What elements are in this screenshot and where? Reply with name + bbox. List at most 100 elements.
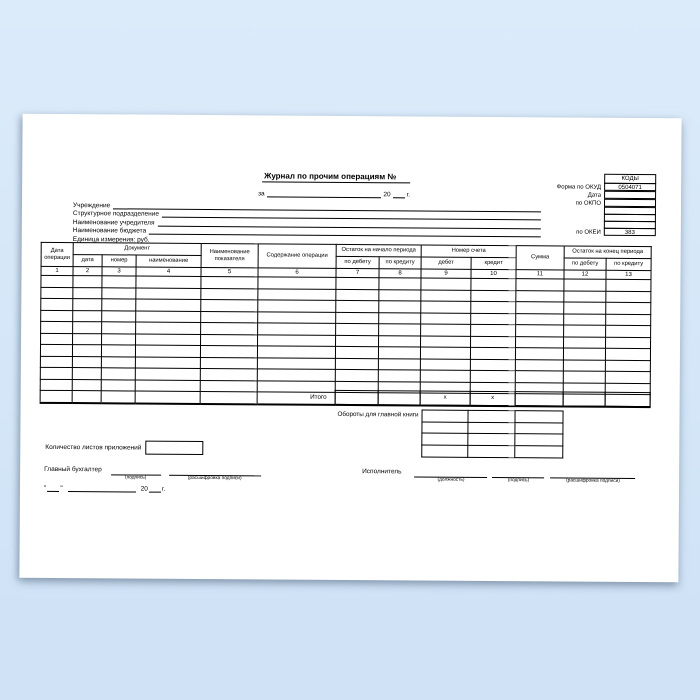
period-year: 20 (383, 191, 391, 199)
operations-table-grid: Дата операции Документ Наименование показа… (39, 241, 652, 408)
table-column-number-cell: 8 (378, 268, 422, 278)
table-body-cell (257, 357, 336, 370)
table-body-cell (563, 370, 606, 383)
table-body-cell (470, 278, 517, 291)
table-body-cell (335, 334, 379, 347)
totals-cell: x (470, 391, 516, 406)
table-body-cell (420, 346, 471, 359)
table-body-cell (72, 321, 102, 334)
table-body-cell (605, 336, 651, 349)
table-body-cell (72, 367, 102, 380)
table-body-cell (200, 287, 258, 300)
table-column-number-cell: 9 (421, 268, 472, 279)
chief-name-caption: (расшифровка подписи) (187, 475, 242, 482)
table-body-cell (40, 286, 73, 299)
table-body-cell (101, 344, 136, 357)
date-day-blank (47, 483, 60, 492)
codes-row: по ОКЕИ 383 (527, 227, 656, 237)
table-body-cell (563, 313, 606, 326)
table-body-cell (40, 309, 73, 322)
table-body-cell (515, 359, 564, 371)
table-group-header-cell: Документ (73, 242, 202, 256)
table-body-cell (101, 333, 136, 345)
period-blank-line (266, 189, 382, 199)
table-body-cell (257, 276, 336, 289)
table-body-cell (470, 301, 516, 314)
chief-signature-caption: (подпись) (124, 475, 147, 481)
table-body-cell (335, 369, 379, 382)
table-body-cell (378, 300, 421, 313)
date-suffix: г. (161, 485, 166, 493)
form-title: Журнал по прочим операциям № (226, 171, 446, 184)
table-body-cell (101, 367, 136, 380)
table-subheader-cell: номер (102, 254, 137, 268)
turnover-cell (514, 434, 563, 447)
table-body-cell (515, 278, 565, 291)
table-body-cell (515, 370, 564, 383)
turnover-row (421, 433, 563, 447)
chief-name-field: (расшифровка подписи) (168, 466, 261, 483)
date-line: " " 20 г. (44, 483, 166, 493)
table-subheader-cell: по дебету (336, 256, 380, 269)
period-line: за 20 г. (258, 189, 410, 198)
turnover-cell (421, 421, 468, 434)
table-body-cell (335, 288, 379, 301)
table-body-cell (72, 344, 102, 357)
table-body-cell (420, 300, 471, 313)
turnover-cell (467, 445, 515, 458)
codes-header-spacer (527, 173, 604, 184)
table-group-header-cell: Наименование показателя (201, 243, 259, 268)
table-body-cell (563, 324, 606, 337)
table-column-number-cell: 12 (564, 269, 607, 280)
table-subheader-cell: по дебету (564, 257, 607, 271)
table-subheader-cell: дебет (421, 256, 472, 270)
table-body-cell (101, 287, 136, 300)
table-body-cell (135, 356, 201, 369)
executor-position-field: (должность) (414, 468, 488, 484)
table-column-number-cell: 7 (335, 268, 380, 278)
table-body-cell (257, 334, 336, 347)
executor-signature-line (492, 468, 545, 479)
executor-name-field: (расшифровка подписи) (550, 469, 636, 485)
table-subheader-cell: по кредиту (379, 256, 422, 269)
table-body-cell (605, 325, 651, 338)
codes-value-cell: 383 (603, 227, 656, 237)
table-group-header-cell: Сумма (516, 245, 565, 270)
turnover-cell (514, 422, 563, 435)
table-body-cell (563, 359, 606, 372)
turnover-cell (514, 445, 563, 458)
turnover-cell (467, 422, 515, 435)
totals-cell (563, 391, 606, 406)
table-body-cell (378, 277, 422, 290)
totals-cell (605, 392, 651, 407)
table-body-cell (378, 358, 421, 370)
turnover-row (421, 445, 563, 458)
table-body-cell (563, 290, 606, 303)
table-body-cell (378, 369, 421, 382)
table-body-cell (40, 298, 73, 311)
form-title-text: Журнал по прочим операциям № (262, 171, 411, 184)
turnover-label: Обороты для главной книги (337, 410, 419, 419)
info-line-label: Структурное подразделение (72, 210, 160, 218)
table-body-cell (40, 367, 73, 380)
attachments-count-box (145, 440, 204, 455)
table-body-cell (470, 312, 516, 325)
table-body-cell (257, 368, 336, 381)
table-body-cell (563, 278, 607, 291)
turnover-grid (421, 409, 564, 459)
date-month-blank (67, 484, 136, 493)
period-prefix: за (258, 190, 265, 198)
table-body-cell (101, 321, 136, 334)
table-body-cell (605, 279, 652, 292)
table-body-cell (563, 301, 606, 314)
turnover-cell (421, 433, 468, 446)
table-body-cell (200, 299, 258, 312)
table-body-cell (378, 312, 421, 324)
chief-accountant-label: Главный бухгалтер (44, 465, 102, 474)
table-body-cell (605, 313, 651, 326)
table-body-cell (200, 276, 258, 289)
executor-block: Исполнитель (должность) (подпись) (расши… (362, 468, 636, 485)
table-body-cell (72, 298, 102, 311)
